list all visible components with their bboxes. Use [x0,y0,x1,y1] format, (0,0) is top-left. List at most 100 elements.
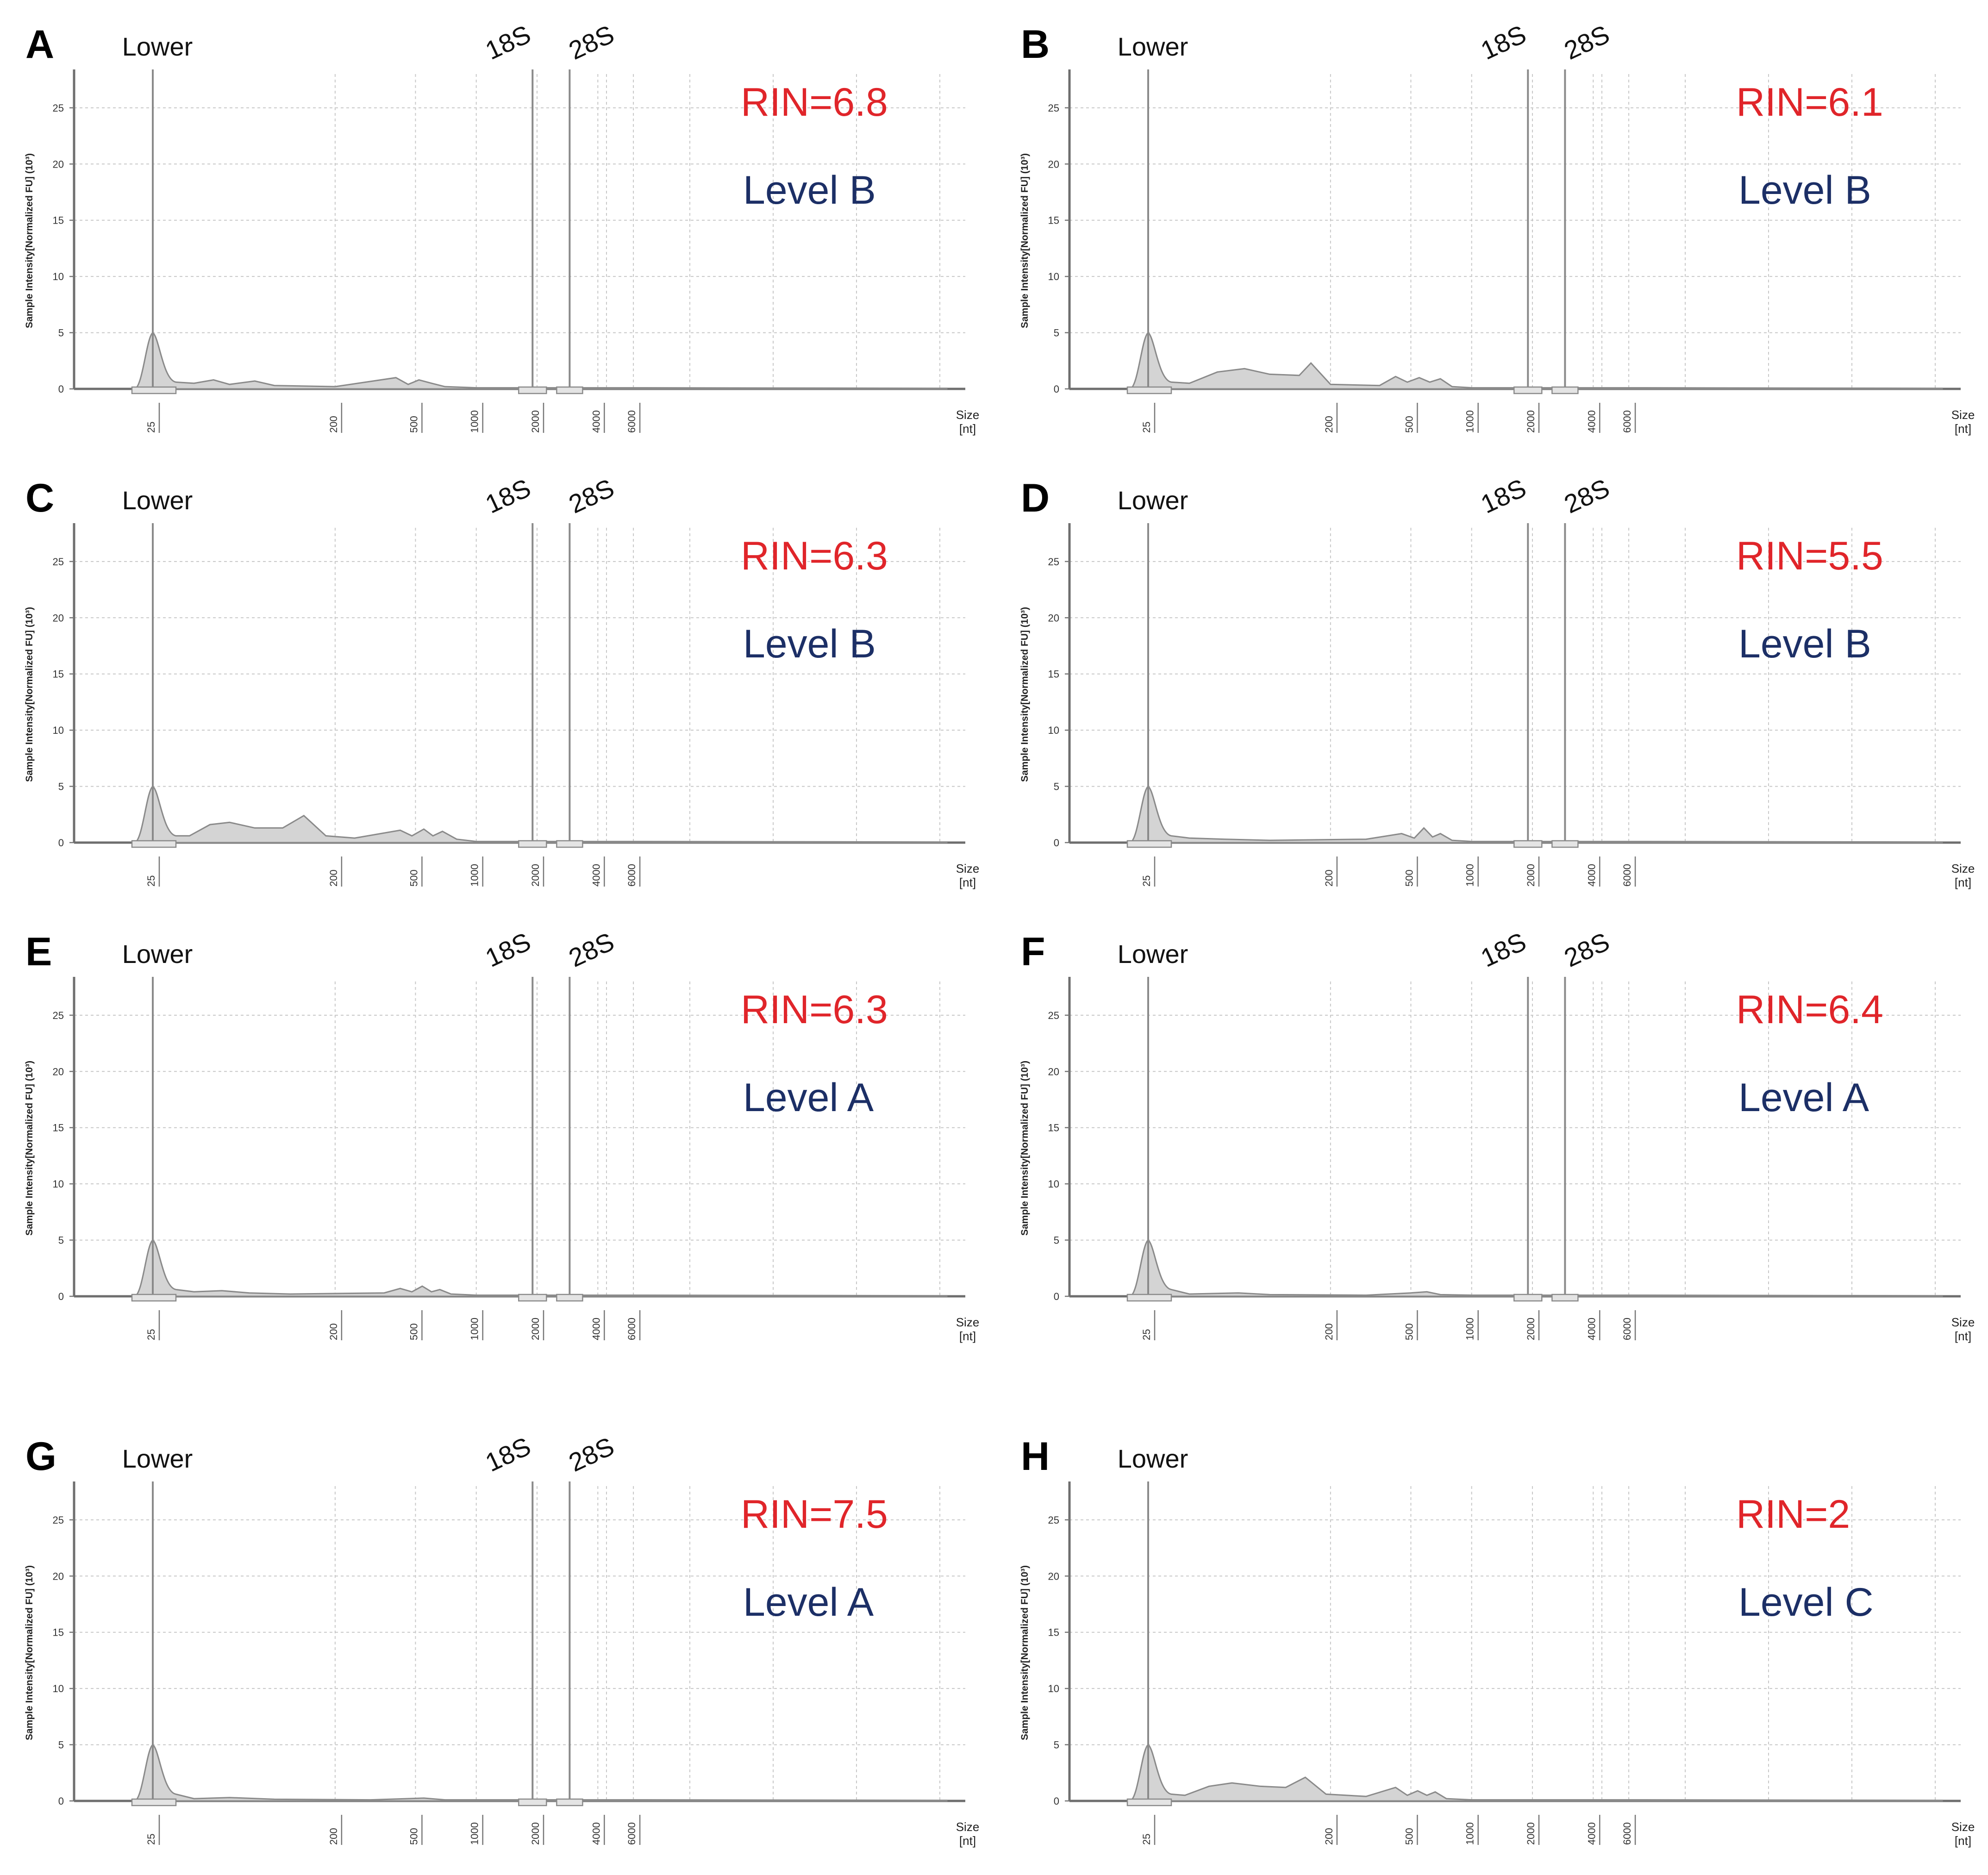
x-tick-label: 1000 [469,1822,481,1845]
x-tick-label: 2000 [1525,1822,1537,1845]
y-tick-label: 20 [1048,612,1059,624]
y-tick-label: 10 [1048,271,1059,282]
rin-value: RIN=6.3 [741,534,888,578]
y-tick-label: 25 [1048,102,1059,114]
x-axis-label: Size [1951,862,1975,875]
panel-letter: G [25,1434,56,1479]
x-axis-label: Size [1951,1315,1975,1329]
y-tick-label: 15 [53,1627,64,1638]
electropherogram-a: 0 5 10 15 20 25 25 200 500 1000 2000 4000 6000 Sample… [0,19,991,463]
y-tick-label: 0 [58,1291,64,1302]
y-tick-label: 10 [1048,1178,1059,1190]
panel-e: 0 5 10 15 20 25 25 200 500 1000 2000 4000 6000 Sample… [0,926,991,1370]
lower-label: Lower [122,939,193,969]
28s-label: 28S [564,473,619,519]
18s-label: 18S [481,1431,535,1477]
x-tick-label: 2000 [1525,864,1537,887]
28s-label: 28S [564,1431,619,1477]
x-tick-label: 6000 [1621,864,1633,887]
18s-label: 18S [481,19,535,65]
y-tick-label: 10 [1048,1683,1059,1694]
electropherogram-d: 0 5 10 15 20 25 25 200 500 1000 2000 4000 6000 Sample… [995,472,1986,917]
18s-marker-box [519,387,546,394]
lower-label: Lower [1118,32,1188,61]
x-tick-label: 500 [408,869,419,887]
electropherogram-figure: 0 5 10 15 20 25 25 200 500 1000 2000 4000 6000 Sample… [0,0,1988,1857]
y-tick-label: 15 [1048,1122,1059,1134]
x-tick-label: 4000 [1586,410,1597,433]
x-tick-label: 25 [145,1329,157,1340]
panel-letter: B [1021,22,1050,67]
y-tick-label: 10 [53,725,64,736]
electropherogram-b: 0 5 10 15 20 25 25 200 500 1000 2000 4000 6000 Sample… [995,19,1986,463]
y-tick-label: 20 [1048,158,1059,170]
intensity-trace [1130,333,1942,389]
x-tick-label: 500 [408,1828,419,1845]
x-tick-label: 200 [1323,1828,1335,1845]
lower-label: Lower [1118,1444,1188,1473]
y-tick-label: 0 [58,383,64,395]
18s-marker-box [1514,1294,1542,1301]
x-tick-label: 6000 [1621,410,1633,433]
18s-marker-box [519,1294,546,1301]
lower-label: Lower [1118,939,1188,969]
quality-level: Level A [1738,1075,1869,1120]
electropherogram-f: 0 5 10 15 20 25 25 200 500 1000 2000 4000 6000 Sample… [995,926,1986,1370]
y-tick-label: 5 [1054,1739,1059,1751]
x-tick-label: 25 [1141,1834,1152,1845]
quality-level: Level A [743,1580,874,1625]
electropherogram-h: 0 5 10 15 20 25 25 200 500 1000 2000 4000 6000 Sample… [995,1431,1986,1875]
x-tick-label: 2000 [1525,1318,1537,1340]
lower-marker-box [1127,1294,1171,1301]
y-tick-label: 5 [1054,327,1059,339]
y-axis-label: Sample Intensity[Normalized FU] (10³) [1019,1565,1030,1740]
y-tick-label: 25 [1048,556,1059,568]
rin-value: RIN=2 [1736,1492,1850,1537]
intensity-trace [134,1240,947,1296]
28s-marker-box [1552,1294,1578,1301]
18s-marker-box [1514,387,1542,394]
y-axis-label: Sample Intensity[Normalized FU] (10³) [24,153,35,328]
x-tick-label: 200 [1323,1323,1335,1340]
18s-label: 18S [1476,927,1531,973]
y-tick-label: 0 [1054,837,1059,849]
x-tick-label: 6000 [626,864,638,887]
quality-level: Level B [743,622,876,666]
x-axis-label: Size [956,1315,980,1329]
y-tick-label: 25 [53,1514,64,1526]
x-tick-label: 500 [408,1323,419,1340]
28s-label: 28S [1560,473,1614,519]
y-tick-label: 5 [58,1235,64,1246]
x-tick-label: 200 [328,1828,339,1845]
x-axis-label: Size [1951,408,1975,422]
x-tick-label: 4000 [590,1822,602,1845]
lower-marker-box [132,1799,176,1806]
lower-label: Lower [122,486,193,515]
rin-value: RIN=6.3 [741,988,888,1032]
panel-letter: D [1021,476,1050,520]
y-tick-label: 0 [1054,1291,1059,1302]
x-tick-label: 6000 [1621,1822,1633,1845]
x-tick-label: 4000 [1586,1822,1597,1845]
intensity-trace [1130,1240,1942,1296]
x-tick-label: 6000 [626,1822,638,1845]
x-tick-label: 1000 [1464,864,1476,887]
y-tick-label: 15 [1048,215,1059,226]
x-tick-label: 25 [145,422,157,433]
x-tick-label: 25 [1141,875,1152,887]
lower-marker-box [1127,387,1171,394]
x-axis-label: Size [956,408,980,422]
x-tick-label: 1000 [469,1318,481,1340]
x-axis-unit: [nt] [959,875,976,889]
x-axis-unit: [nt] [1955,1834,1971,1848]
28s-marker-box [556,387,582,394]
x-axis-unit: [nt] [1955,875,1971,889]
rin-value: RIN=7.5 [741,1492,888,1537]
y-tick-label: 5 [58,1739,64,1751]
x-axis-label: Size [1951,1820,1975,1834]
x-tick-label: 500 [408,416,419,433]
intensity-trace [1130,1745,1942,1801]
x-tick-label: 500 [1403,416,1415,433]
x-tick-label: 2000 [1525,410,1537,433]
y-axis-label: Sample Intensity[Normalized FU] (10³) [24,1061,35,1236]
